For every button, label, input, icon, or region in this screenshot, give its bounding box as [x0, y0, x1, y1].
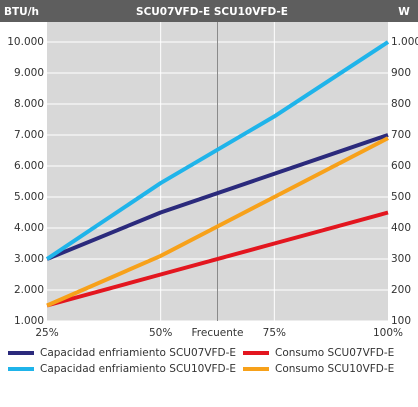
y2-tick-label: 500 [391, 191, 411, 203]
y-tick-label: 2.000 [14, 284, 44, 296]
x-tick-label: 50% [149, 327, 172, 339]
y-axis-label: BTU/h [4, 6, 39, 18]
x-tick-label: 100% [373, 327, 403, 339]
y2-tick-label: 300 [391, 253, 411, 265]
y2-tick-label: 1.000 [391, 36, 418, 48]
y-tick-label: 7.000 [14, 129, 44, 141]
line-series [46, 133, 389, 261]
line-series [45, 40, 390, 261]
chart-title: SCU07VFD-E SCU10VFD-E [136, 6, 288, 18]
y2-tick-label: 800 [391, 98, 411, 110]
y2-axis-label: W [398, 6, 410, 18]
y-tick-label: 8.000 [14, 98, 44, 110]
x-tick-label: Frecuente [192, 327, 244, 339]
legend-label: Consumo SCU07VFD-E [275, 347, 394, 359]
y2-tick-label: 200 [391, 284, 411, 296]
y-tick-label: 4.000 [14, 222, 44, 234]
line-series [46, 136, 389, 308]
y-tick-label: 3.000 [14, 253, 44, 265]
y2-tick-label: 400 [391, 222, 411, 234]
line-series [46, 210, 389, 308]
y2-tick-label: 600 [391, 160, 411, 172]
y2-tick-label: 100 [391, 315, 411, 327]
y-tick-label: 10.000 [7, 36, 44, 48]
header-bar [0, 0, 418, 22]
x-tick-label: 75% [263, 327, 286, 339]
legend-label: Capacidad enfriamiento SCU10VFD-E [40, 363, 236, 375]
x-tick-label: 25% [35, 327, 58, 339]
y-tick-label: 9.000 [14, 67, 44, 79]
y-tick-label: 1.000 [14, 315, 44, 327]
y-tick-label: 5.000 [14, 191, 44, 203]
y-tick-label: 6.000 [14, 160, 44, 172]
y2-tick-label: 900 [391, 67, 411, 79]
legend-label: Capacidad enfriamiento SCU07VFD-E [40, 347, 236, 359]
legend-label: Consumo SCU10VFD-E [275, 363, 394, 375]
y2-tick-label: 700 [391, 129, 411, 141]
